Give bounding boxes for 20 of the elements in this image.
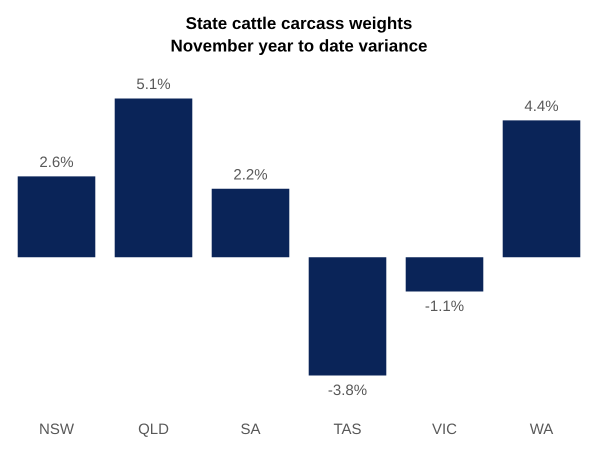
chart-title: State cattle carcass weights (186, 14, 412, 33)
data-label: 2.2% (233, 166, 268, 184)
bar (502, 120, 580, 258)
bar (18, 176, 96, 258)
bar (114, 98, 192, 258)
data-label: 5.1% (136, 76, 171, 94)
bar (308, 257, 386, 376)
data-label: -3.8% (328, 382, 368, 400)
x-tick-label: NSW (39, 421, 75, 438)
x-tick-label: SA (240, 421, 261, 438)
x-tick-label: VIC (432, 421, 458, 438)
data-label: 2.6% (39, 154, 74, 171)
bar (406, 257, 484, 292)
x-tick-label: WA (530, 421, 554, 438)
data-label: 4.4% (524, 98, 559, 115)
bar (212, 188, 290, 258)
chart-subtitle: November year to date variance (170, 36, 428, 56)
data-label: -1.1% (424, 298, 464, 316)
x-tick-label: TAS (333, 421, 362, 438)
x-tick-label: QLD (138, 421, 170, 438)
